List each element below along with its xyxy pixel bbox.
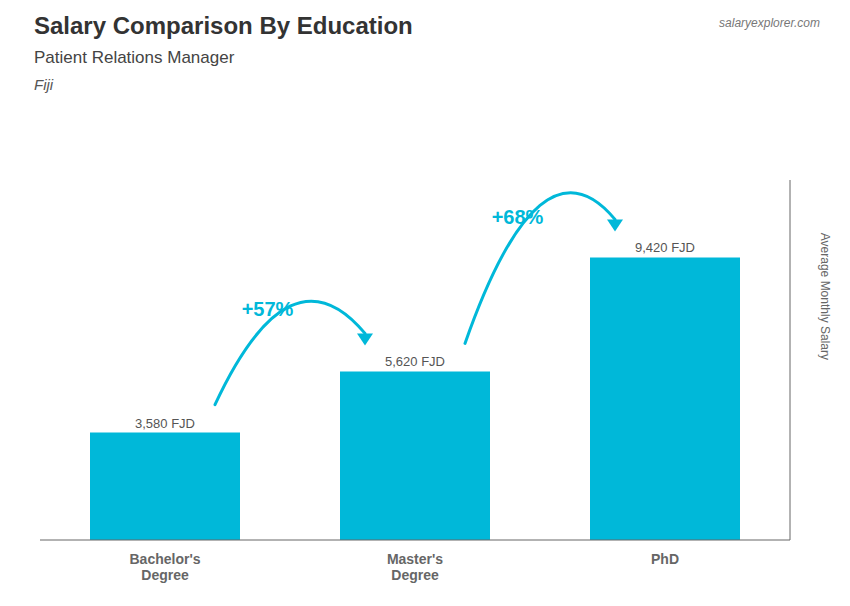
html-text:Salary Comparison By Education: Salary Comparison By Education [34,12,413,39]
svg-text:PhD: PhD [651,551,679,567]
svg-text:+57%: +57% [242,298,294,320]
svg-text:Bachelor'sDegree: Bachelor'sDegree [129,551,200,583]
svg-text:+68%: +68% [492,206,544,228]
html-text:salary explorer.com: salary explorer.com [719,16,820,30]
svg-text:5,620 FJD: 5,620 FJD [385,354,445,369]
svg-text:Master'sDegree: Master'sDegree [387,551,443,583]
svg-text:9,420 FJD: 9,420 FJD [635,240,695,255]
html-text:Fiji: Fiji [34,76,54,93]
svg-text:Average Monthly Salary: Average Monthly Salary [818,233,832,360]
html-text:Patient Relations Manager: Patient Relations Manager [34,48,235,67]
svg-text:3,580 FJD: 3,580 FJD [135,416,195,431]
